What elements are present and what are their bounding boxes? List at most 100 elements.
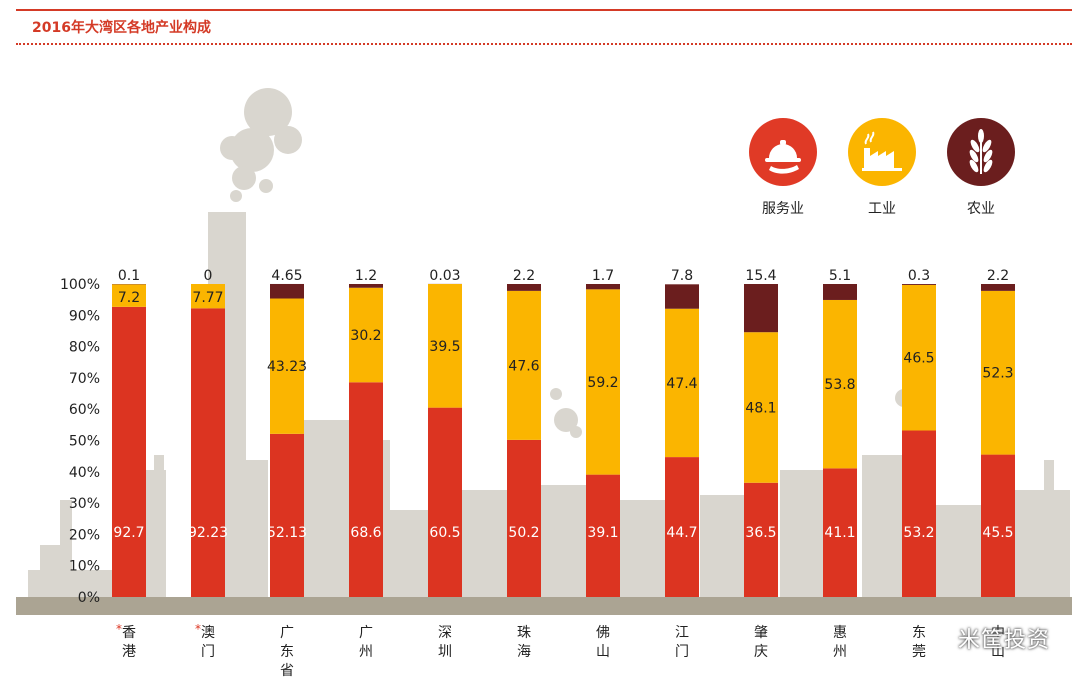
bar-services [507,439,541,597]
data-label-services: 41.1 [824,525,855,541]
bar-agriculture [665,284,699,309]
smoke-puff [274,126,302,154]
data-label-services: 45.5 [982,525,1013,541]
x-tick-label: 广 [359,625,373,641]
legend-label-services: 服务业 [762,201,804,217]
x-tick-label: 深 [438,625,452,641]
x-tick-label: 山 [596,644,610,660]
smoke-puff [230,128,274,172]
data-label-industry: 7.2 [118,290,140,306]
data-label-services: 44.7 [666,525,697,541]
bar-services [586,474,620,597]
data-label-services: 36.5 [745,525,776,541]
top-rule [16,9,1072,11]
smoke-cloud-icon [244,88,292,136]
x-tick-label: 肇 [754,625,768,641]
bar-industry [823,299,857,469]
data-label-agriculture: 0 [204,268,213,284]
x-tick-label: 庆 [754,644,768,660]
bar-agriculture [349,284,383,288]
bar-industry [981,290,1015,455]
x-tick-label: 莞 [912,644,926,660]
legend-item-industry: 工业 [842,118,922,218]
bar-agriculture [823,284,857,300]
data-label-services: 60.5 [429,525,460,541]
bar-services [823,468,857,597]
smoke-puff [570,426,582,438]
data-label-agriculture: 4.65 [271,268,302,284]
bar-services [428,407,462,597]
data-label-industry: 59.2 [587,375,618,391]
bar-agriculture [981,284,1015,291]
x-tick-marker: * [195,622,201,636]
data-label-industry: 47.6 [508,358,539,374]
y-tick-label: 40% [69,465,100,481]
data-label-services: 39.1 [587,525,618,541]
bar-industry [744,332,778,483]
wheat-icon [947,118,1015,186]
data-label-agriculture: 15.4 [745,268,776,284]
data-label-services: 53.2 [903,525,934,541]
x-tick-label: 东 [912,625,926,641]
bar-industry [665,308,699,458]
x-tick-label: 州 [359,644,373,660]
skyline-block [246,460,268,598]
bar-services [112,306,146,597]
data-label-services: 92.23 [188,525,228,541]
skyline-block [300,420,350,598]
data-label-services: 52.13 [267,525,307,541]
bar-services [902,430,936,597]
data-label-industry: 39.5 [429,339,460,355]
x-tick-label: 惠 [833,625,847,641]
bar-agriculture [507,284,541,291]
ground-strip [16,597,1072,615]
legend-label-industry: 工业 [868,201,896,217]
skyline-block [60,500,72,570]
data-label-industry: 53.8 [824,377,855,393]
x-tick-label: 澳 [201,625,215,641]
watermark-text: 米筐投资 [957,628,1050,653]
bar-services [981,454,1015,597]
data-label-services: 92.7 [113,525,144,541]
y-tick-label: 80% [69,340,100,356]
data-label-agriculture: 1.2 [355,268,377,284]
legend-item-agriculture: 农业 [941,118,1021,218]
bar-industry [112,284,146,307]
data-label-agriculture: 2.2 [987,268,1009,284]
dotted-divider [16,43,1072,45]
y-tick-label: 60% [69,402,100,418]
x-tick-label: 东 [280,644,294,660]
bar-services [744,482,778,597]
serving-cloche-icon [749,118,817,186]
x-tick-label: 省 [280,663,294,679]
bar-services [665,457,699,597]
bar-industry [349,287,383,383]
data-label-industry: 30.2 [350,328,381,344]
y-tick-label: 100% [60,277,100,293]
smoke-puff [554,408,578,432]
y-tick-label: 10% [69,559,100,575]
legend-item-services: 服务业 [743,118,823,218]
smoke-puff [259,179,273,193]
y-tick-label: 20% [69,527,100,543]
y-tick-label: 70% [69,371,100,387]
x-tick-label: 江 [675,625,689,641]
x-tick-label: 香 [122,625,136,641]
data-label-agriculture: 1.7 [592,268,614,284]
y-tick-label: 30% [69,496,100,512]
x-tick-label: 珠 [517,625,531,641]
bars-layer: 0% 10% 20% 30% 40% 50% 60% 70% 80% 90% 100% 92.7 7.2… [60,268,1015,679]
x-tick-label: 广 [280,625,294,641]
data-label-agriculture: 7.8 [671,268,693,284]
x-tick-label: 门 [201,644,215,660]
bar-services [191,308,225,597]
bar-industry [902,284,936,431]
bar-agriculture [744,284,778,333]
legend-label-agriculture: 农业 [967,201,995,217]
bar-agriculture [902,284,936,285]
chart-title: 2016年大湾区各地产业构成 [32,20,211,36]
skyline-block [780,470,830,598]
data-label-agriculture: 5.1 [829,268,851,284]
data-label-agriculture: 0.1 [118,268,140,284]
x-tick-label: 海 [517,644,531,660]
